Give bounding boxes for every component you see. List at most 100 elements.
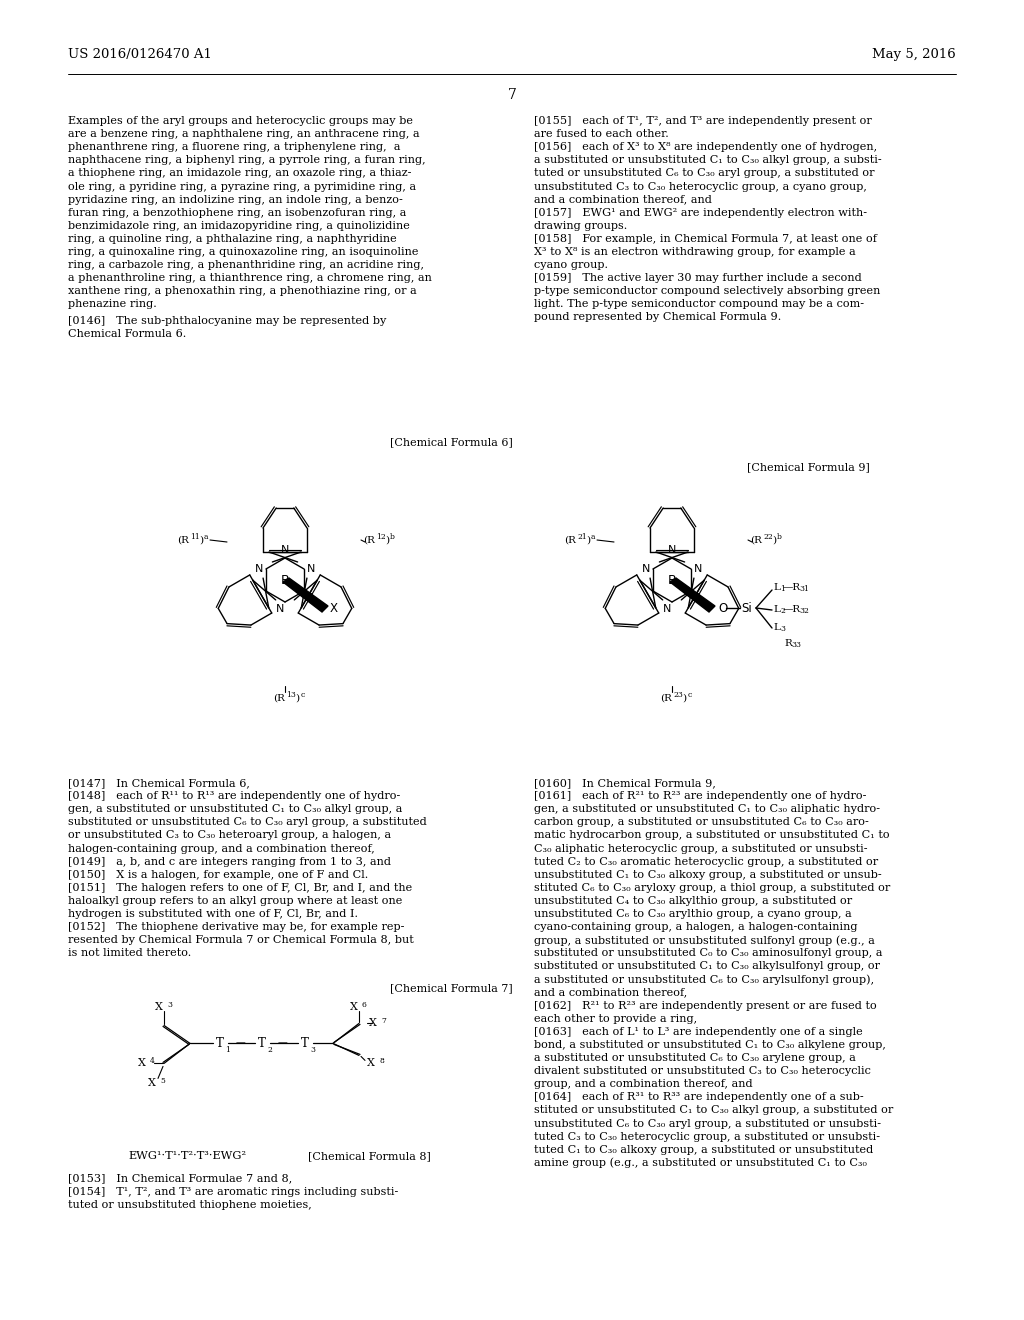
Text: N: N bbox=[255, 564, 263, 574]
Text: (R: (R bbox=[750, 536, 762, 544]
Text: 3: 3 bbox=[310, 1047, 315, 1055]
Text: [0163]   each of L¹ to L³ are independently one of a single: [0163] each of L¹ to L³ are independentl… bbox=[534, 1027, 863, 1038]
Text: 1: 1 bbox=[225, 1047, 229, 1055]
Text: and a combination thereof, and: and a combination thereof, and bbox=[534, 194, 712, 205]
Text: [Chemical Formula 8]: [Chemical Formula 8] bbox=[308, 1151, 431, 1162]
Text: [0152]   The thiophene derivative may be, for example rep-: [0152] The thiophene derivative may be, … bbox=[68, 923, 404, 932]
Text: 5: 5 bbox=[160, 1077, 165, 1085]
Text: N: N bbox=[663, 605, 671, 614]
Text: 2: 2 bbox=[267, 1047, 272, 1055]
Text: halogen-containing group, and a combination thereof,: halogen-containing group, and a combinat… bbox=[68, 843, 375, 854]
Text: xanthene ring, a phenoxathin ring, a phenothiazine ring, or a: xanthene ring, a phenoxathin ring, a phe… bbox=[68, 286, 417, 296]
Text: US 2016/0126470 A1: US 2016/0126470 A1 bbox=[68, 48, 212, 61]
Text: [0148]   each of R¹¹ to R¹³ are independently one of hydro-: [0148] each of R¹¹ to R¹³ are independen… bbox=[68, 791, 400, 801]
Text: (R: (R bbox=[660, 693, 672, 702]
Text: unsubstituted C₄ to C₃₀ alkylthio group, a substituted or: unsubstituted C₄ to C₃₀ alkylthio group,… bbox=[534, 896, 852, 906]
Text: X: X bbox=[330, 602, 338, 615]
Text: [0162]   R²¹ to R²³ are independently present or are fused to: [0162] R²¹ to R²³ are independently pres… bbox=[534, 1001, 877, 1011]
Text: EWG¹·T¹·T²·T³·EWG²: EWG¹·T¹·T²·T³·EWG² bbox=[128, 1151, 246, 1162]
Text: bond, a substituted or unsubstituted C₁ to C₃₀ alkylene group,: bond, a substituted or unsubstituted C₁ … bbox=[534, 1040, 886, 1049]
Text: X: X bbox=[350, 1002, 358, 1012]
Text: 1: 1 bbox=[780, 585, 784, 593]
Text: —R: —R bbox=[783, 606, 801, 615]
Text: [0155]   each of T¹, T², and T³ are independently present or: [0155] each of T¹, T², and T³ are indepe… bbox=[534, 116, 871, 125]
Text: [0159]   The active layer 30 may further include a second: [0159] The active layer 30 may further i… bbox=[534, 273, 862, 284]
Text: L: L bbox=[773, 583, 780, 593]
Text: divalent substituted or unsubstituted C₃ to C₃₀ heterocyclic: divalent substituted or unsubstituted C₃… bbox=[534, 1067, 870, 1076]
Text: drawing groups.: drawing groups. bbox=[534, 220, 628, 231]
Text: 21: 21 bbox=[577, 533, 587, 541]
Text: b: b bbox=[777, 533, 782, 541]
Text: or unsubstituted C₃ to C₃₀ heteroaryl group, a halogen, a: or unsubstituted C₃ to C₃₀ heteroaryl gr… bbox=[68, 830, 391, 841]
Text: X: X bbox=[155, 1002, 163, 1012]
Text: c: c bbox=[688, 690, 692, 700]
Text: substituted or unsubstituted C₁ to C₃₀ alkylsulfonyl group, or: substituted or unsubstituted C₁ to C₃₀ a… bbox=[534, 961, 880, 972]
Text: gen, a substituted or unsubstituted C₁ to C₃₀ aliphatic hydro-: gen, a substituted or unsubstituted C₁ t… bbox=[534, 804, 880, 814]
Text: ): ) bbox=[772, 536, 776, 544]
Text: are fused to each other.: are fused to each other. bbox=[534, 129, 669, 139]
Text: and a combination thereof,: and a combination thereof, bbox=[534, 987, 687, 998]
Text: L: L bbox=[773, 623, 780, 632]
Text: unsubstituted C₆ to C₃₀ arylthio group, a cyano group, a: unsubstituted C₆ to C₃₀ arylthio group, … bbox=[534, 909, 852, 919]
Text: a: a bbox=[591, 533, 596, 541]
Text: L: L bbox=[773, 606, 780, 615]
Text: X: X bbox=[369, 1019, 377, 1028]
Text: tuted or unsubstituted thiophene moieties,: tuted or unsubstituted thiophene moietie… bbox=[68, 1200, 311, 1209]
Text: [0161]   each of R²¹ to R²³ are independently one of hydro-: [0161] each of R²¹ to R²³ are independen… bbox=[534, 791, 866, 801]
Text: C₃₀ aliphatic heterocyclic group, a substituted or unsubsti-: C₃₀ aliphatic heterocyclic group, a subs… bbox=[534, 843, 867, 854]
Text: cyano group.: cyano group. bbox=[534, 260, 608, 271]
Text: phenazine ring.: phenazine ring. bbox=[68, 300, 157, 309]
Text: —: — bbox=[236, 1038, 245, 1047]
Text: ring, a quinoxaline ring, a quinoxazoline ring, an isoquinoline: ring, a quinoxaline ring, a quinoxazolin… bbox=[68, 247, 419, 257]
Text: 32: 32 bbox=[799, 607, 809, 615]
Text: —: — bbox=[278, 1038, 288, 1047]
Text: a substituted or unsubstituted C₆ to C₃₀ arylene group, a: a substituted or unsubstituted C₆ to C₃₀… bbox=[534, 1053, 856, 1063]
Text: resented by Chemical Formula 7 or Chemical Formula 8, but: resented by Chemical Formula 7 or Chemic… bbox=[68, 935, 414, 945]
Text: 3: 3 bbox=[780, 624, 785, 634]
Text: T: T bbox=[301, 1038, 309, 1049]
Text: are a benzene ring, a naphthalene ring, an anthracene ring, a: are a benzene ring, a naphthalene ring, … bbox=[68, 129, 420, 139]
Text: 7: 7 bbox=[508, 88, 516, 102]
Text: b: b bbox=[390, 533, 395, 541]
Text: substituted or unsubstituted C₀ to C₃₀ aminosulfonyl group, a: substituted or unsubstituted C₀ to C₃₀ a… bbox=[534, 948, 883, 958]
Text: X: X bbox=[367, 1059, 375, 1068]
Text: N: N bbox=[668, 545, 676, 554]
Text: T: T bbox=[216, 1038, 224, 1049]
Text: B: B bbox=[281, 573, 290, 586]
Text: T: T bbox=[258, 1038, 266, 1049]
Text: (R: (R bbox=[362, 536, 375, 544]
Text: stituted C₆ to C₃₀ aryloxy group, a thiol group, a substituted or: stituted C₆ to C₃₀ aryloxy group, a thio… bbox=[534, 883, 890, 892]
Text: [0150]   X is a halogen, for example, one of F and Cl.: [0150] X is a halogen, for example, one … bbox=[68, 870, 369, 879]
Text: [0164]   each of R³¹ to R³³ are independently one of a sub-: [0164] each of R³¹ to R³³ are independen… bbox=[534, 1093, 863, 1102]
Text: 22: 22 bbox=[763, 533, 773, 541]
Text: furan ring, a benzothiophene ring, an isobenzofuran ring, a: furan ring, a benzothiophene ring, an is… bbox=[68, 207, 407, 218]
Text: (R: (R bbox=[273, 693, 285, 702]
Text: ring, a carbazole ring, a phenanthridine ring, an acridine ring,: ring, a carbazole ring, a phenanthridine… bbox=[68, 260, 424, 271]
Text: ): ) bbox=[682, 693, 686, 702]
Text: R: R bbox=[784, 639, 792, 648]
Text: N: N bbox=[692, 593, 700, 603]
Text: 31: 31 bbox=[799, 585, 809, 593]
Text: 8: 8 bbox=[379, 1057, 384, 1065]
Text: group, and a combination thereof, and: group, and a combination thereof, and bbox=[534, 1080, 753, 1089]
Text: [0156]   each of X³ to X⁸ are independently one of hydrogen,: [0156] each of X³ to X⁸ are independentl… bbox=[534, 143, 878, 152]
Text: N: N bbox=[305, 593, 313, 603]
Text: naphthacene ring, a biphenyl ring, a pyrrole ring, a furan ring,: naphthacene ring, a biphenyl ring, a pyr… bbox=[68, 156, 426, 165]
Text: ole ring, a pyridine ring, a pyrazine ring, a pyrimidine ring, a: ole ring, a pyridine ring, a pyrazine ri… bbox=[68, 181, 416, 191]
Text: [0157]   EWG¹ and EWG² are independently electron with-: [0157] EWG¹ and EWG² are independently e… bbox=[534, 207, 867, 218]
Text: (R: (R bbox=[177, 536, 188, 544]
Text: —R: —R bbox=[783, 583, 801, 593]
Text: 6: 6 bbox=[362, 1002, 367, 1010]
Text: tuted or unsubstituted C₆ to C₃₀ aryl group, a substituted or: tuted or unsubstituted C₆ to C₃₀ aryl gr… bbox=[534, 169, 874, 178]
Text: substituted or unsubstituted C₆ to C₃₀ aryl group, a substituted: substituted or unsubstituted C₆ to C₃₀ a… bbox=[68, 817, 427, 828]
Text: light. The p-type semiconductor compound may be a com-: light. The p-type semiconductor compound… bbox=[534, 300, 864, 309]
Text: [Chemical Formula 7]: [Chemical Formula 7] bbox=[390, 983, 513, 994]
Text: cyano-containing group, a halogen, a halogen-containing: cyano-containing group, a halogen, a hal… bbox=[534, 923, 857, 932]
Text: [0147]   In Chemical Formula 6,: [0147] In Chemical Formula 6, bbox=[68, 777, 250, 788]
Text: ): ) bbox=[586, 536, 590, 544]
Text: group, a substituted or unsubstituted sulfonyl group (e.g., a: group, a substituted or unsubstituted su… bbox=[534, 935, 874, 945]
Text: matic hydrocarbon group, a substituted or unsubstituted C₁ to: matic hydrocarbon group, a substituted o… bbox=[534, 830, 890, 841]
Text: benzimidazole ring, an imidazopyridine ring, a quinolizidine: benzimidazole ring, an imidazopyridine r… bbox=[68, 220, 410, 231]
Text: 13: 13 bbox=[286, 690, 296, 700]
Text: N: N bbox=[307, 564, 315, 574]
